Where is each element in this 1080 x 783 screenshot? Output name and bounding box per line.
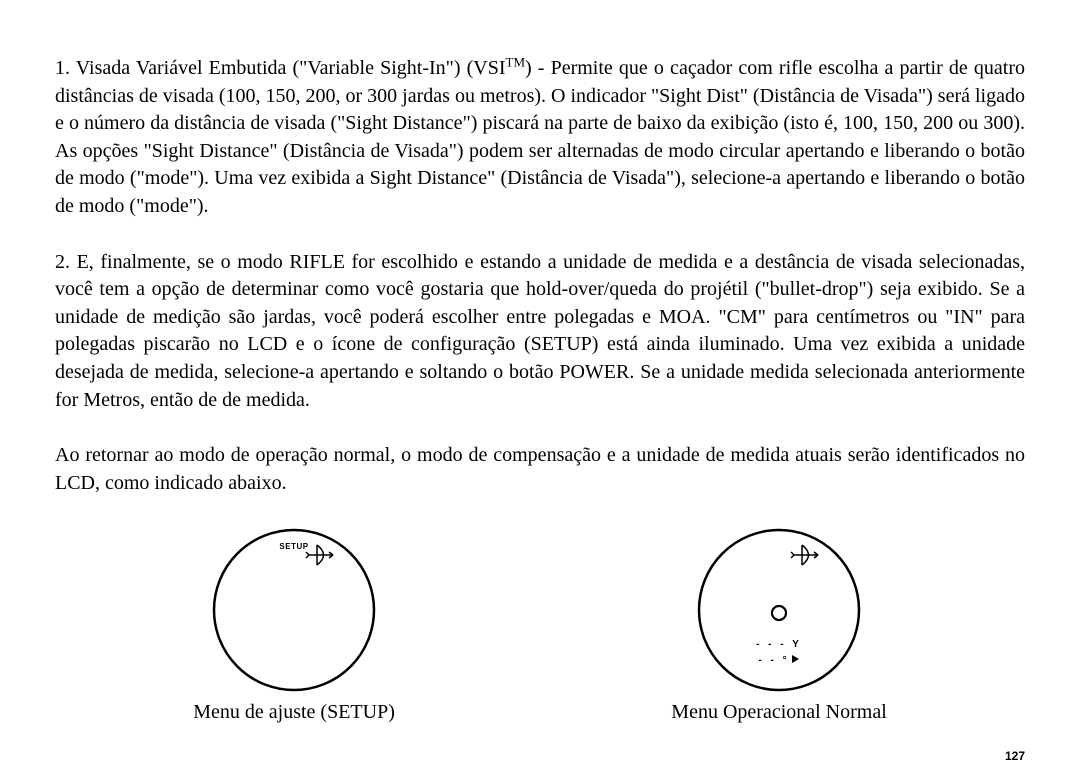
page-number: 127 bbox=[1005, 749, 1025, 763]
distance-readout-line2: - - ° bbox=[758, 655, 789, 666]
play-triangle-icon bbox=[792, 655, 799, 663]
figure-normal-menu: - - - Y - - ° Menu Operacional Normal bbox=[671, 525, 886, 724]
figure2-caption: Menu Operacional Normal bbox=[671, 701, 886, 724]
figure1-caption: Menu de ajuste (SETUP) bbox=[193, 701, 395, 724]
setup-menu-diagram: SETUP bbox=[209, 525, 379, 695]
scope-circle bbox=[699, 530, 859, 690]
scope-circle bbox=[214, 530, 374, 690]
bow-mode-icon bbox=[306, 545, 333, 565]
bow-mode-icon bbox=[791, 545, 818, 565]
paragraph-3: Ao retornar ao modo de operação normal, … bbox=[55, 442, 1025, 497]
manual-page: 1. Visada Variável Embutida ("Variable S… bbox=[0, 0, 1080, 783]
distance-readout-line1: - - - Y bbox=[756, 639, 802, 650]
paragraph-2: 2. E, finalmente, se o modo RIFLE for es… bbox=[55, 249, 1025, 415]
figure-setup-menu: SETUP Menu de ajuste (SETUP) bbox=[193, 525, 395, 724]
aiming-reticle-icon bbox=[772, 606, 786, 620]
distance-readout-line2-group: - - ° bbox=[758, 655, 799, 666]
setup-label-text: SETUP bbox=[279, 542, 308, 551]
figures-row: SETUP Menu de ajuste (SETUP) bbox=[55, 525, 1025, 724]
paragraph-1: 1. Visada Variável Embutida ("Variable S… bbox=[55, 55, 1025, 221]
normal-menu-diagram: - - - Y - - ° bbox=[694, 525, 864, 695]
